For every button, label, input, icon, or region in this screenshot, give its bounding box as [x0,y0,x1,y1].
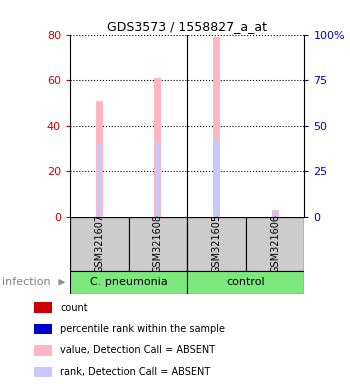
Bar [187,217,246,271]
Bar [154,78,161,217]
Bar [34,367,52,377]
Bar [156,142,160,217]
Bar [187,271,304,294]
Text: GSM321607: GSM321607 [94,214,104,273]
Bar [273,210,278,217]
Text: C. pneumonia: C. pneumonia [90,277,168,287]
Title: GDS3573 / 1558827_a_at: GDS3573 / 1558827_a_at [107,20,267,33]
Text: GSM321605: GSM321605 [211,214,222,273]
Bar [34,302,52,313]
Bar [70,217,129,271]
Text: value, Detection Call = ABSENT: value, Detection Call = ABSENT [60,346,215,356]
Text: count: count [60,303,88,313]
Text: infection: infection [2,277,50,287]
Bar [70,271,187,294]
Text: percentile rank within the sample: percentile rank within the sample [60,324,225,334]
Text: control: control [226,277,265,287]
Bar [272,210,279,217]
Bar [34,324,52,334]
Text: rank, Detection Call = ABSENT: rank, Detection Call = ABSENT [60,367,210,377]
Bar [246,217,304,271]
Bar [129,217,187,271]
Bar [34,345,52,356]
Text: GSM321608: GSM321608 [153,214,163,273]
Bar [97,144,101,217]
Bar [214,139,219,217]
Text: GSM321606: GSM321606 [270,214,280,273]
Bar [96,101,103,217]
Bar [213,37,220,217]
